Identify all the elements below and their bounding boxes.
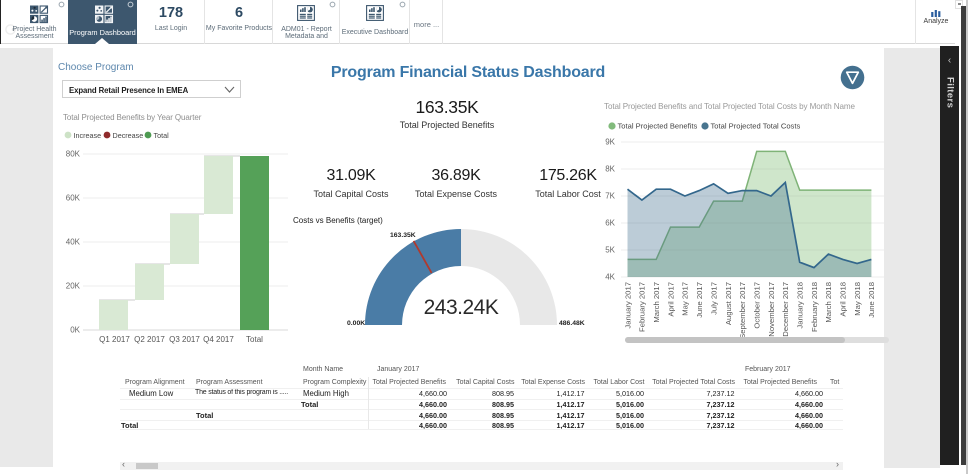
svg-text:July 2017: July 2017	[709, 282, 718, 315]
svg-text:7K: 7K	[605, 192, 615, 201]
svg-text:20K: 20K	[66, 282, 81, 291]
svg-text:6K: 6K	[605, 219, 615, 228]
svg-text:40K: 40K	[66, 238, 81, 247]
svg-text:April 2017: April 2017	[666, 282, 675, 317]
svg-text:Total Projected Total Costs: Total Projected Total Costs	[711, 122, 801, 131]
svg-text:Q2 2017: Q2 2017	[134, 335, 165, 344]
svg-text:February 2017: February 2017	[638, 282, 647, 332]
svg-text:January 2018: January 2018	[796, 282, 805, 329]
svg-text:March 2017: March 2017	[652, 282, 661, 323]
svg-text:Q3 2017: Q3 2017	[169, 335, 200, 344]
svg-text:Q1 2017: Q1 2017	[99, 335, 130, 344]
svg-text:Total: Total	[154, 131, 170, 140]
svg-text:Decrease: Decrease	[113, 131, 144, 140]
svg-text:August 2017: August 2017	[724, 282, 733, 325]
svg-text:Total: Total	[246, 335, 263, 344]
svg-text:0K: 0K	[70, 326, 80, 335]
svg-text:5K: 5K	[605, 246, 615, 255]
svg-text:Total Projected Benefits: Total Projected Benefits	[618, 122, 698, 131]
svg-text:Increase: Increase	[74, 131, 102, 140]
svg-text:8K: 8K	[605, 165, 615, 174]
svg-text:February 2018: February 2018	[810, 282, 819, 332]
svg-text:October 2017: October 2017	[753, 282, 762, 329]
svg-text:May 2017: May 2017	[681, 282, 690, 316]
svg-text:June 2018: June 2018	[867, 282, 876, 318]
svg-text:June 2017: June 2017	[695, 282, 704, 318]
svg-text:80K: 80K	[66, 150, 81, 159]
svg-text:4K: 4K	[605, 273, 615, 282]
svg-text:May 2018: May 2018	[853, 282, 862, 316]
svg-text:September 2017: September 2017	[738, 282, 747, 337]
svg-text:9K: 9K	[605, 138, 615, 147]
svg-text:November 2017: November 2017	[767, 282, 776, 337]
svg-text:60K: 60K	[66, 194, 81, 203]
svg-text:March 2018: March 2018	[824, 282, 833, 323]
svg-text:December 2017: December 2017	[781, 282, 790, 337]
svg-text:April 2018: April 2018	[839, 282, 848, 317]
svg-text:Q4 2017: Q4 2017	[203, 335, 234, 344]
svg-text:January 2017: January 2017	[623, 282, 632, 329]
